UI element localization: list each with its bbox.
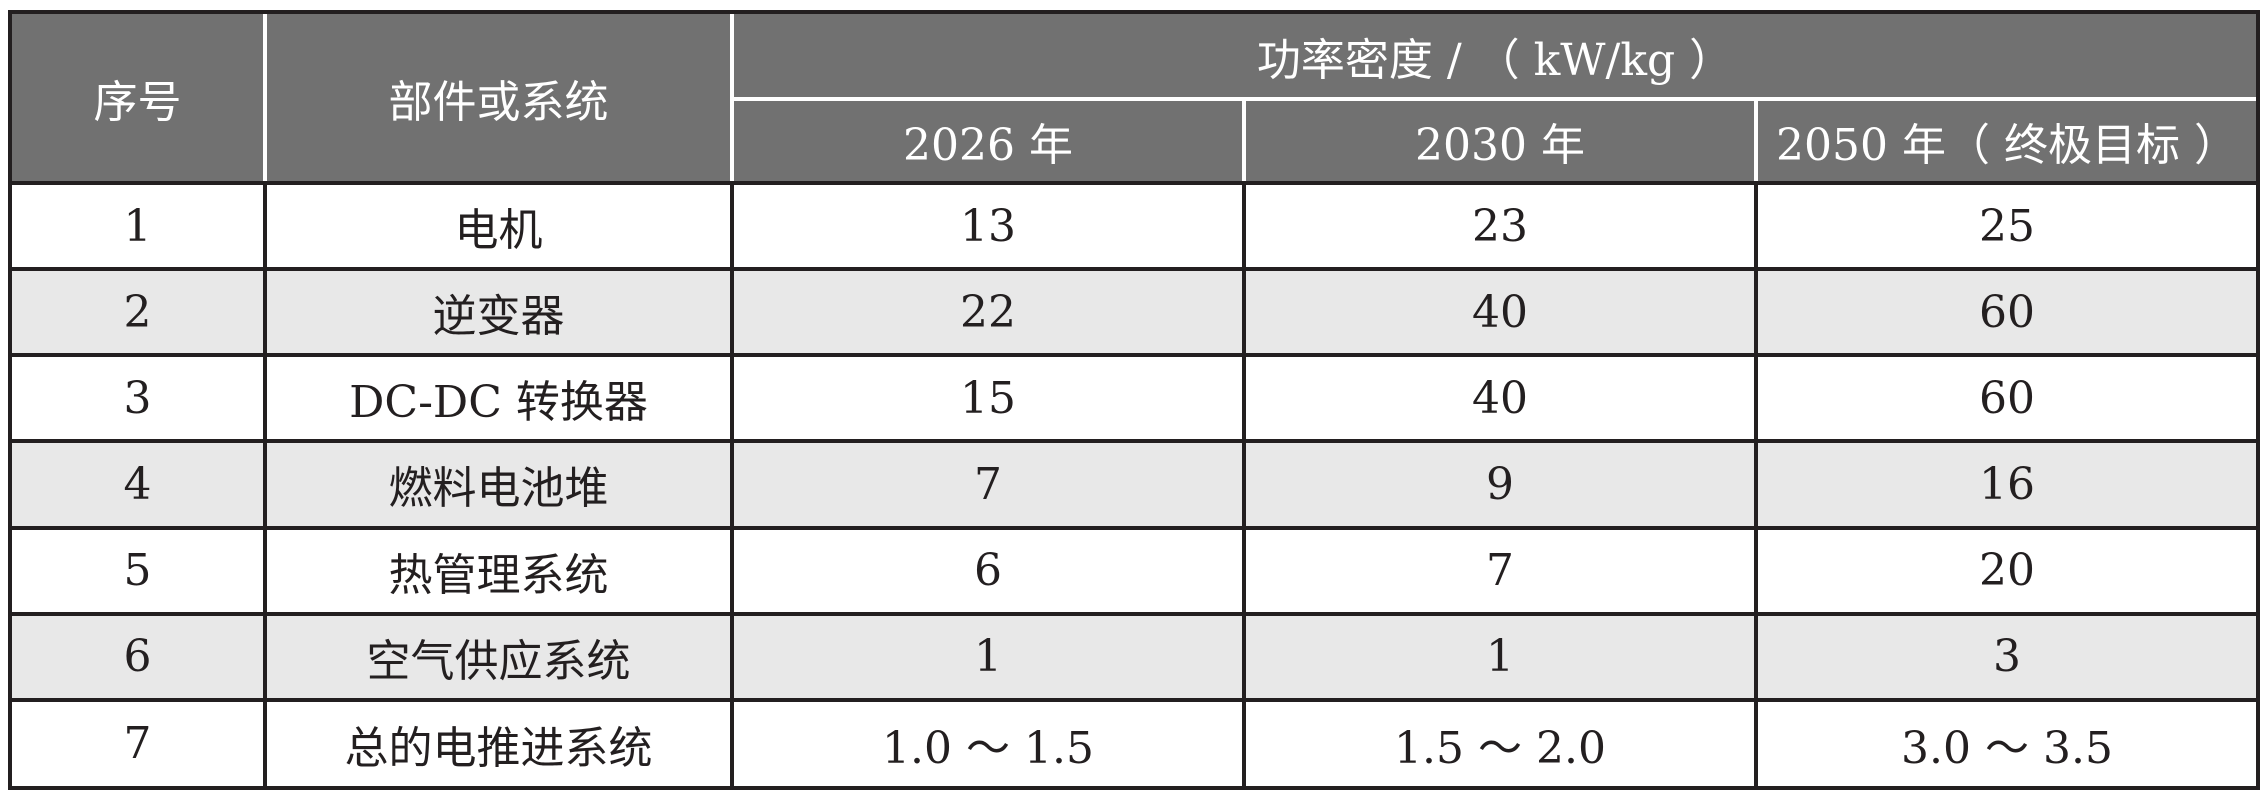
header-year-2050: 2050 年（ 终极目标 ） — [1754, 99, 2256, 185]
cell-2030: 9 — [1242, 439, 1758, 530]
cell-index: 5 — [12, 525, 267, 616]
cell-component: 逆变器 — [263, 267, 734, 358]
cell-2030: 40 — [1242, 353, 1758, 444]
table-row: 5 热管理系统 6 7 20 — [12, 525, 2256, 616]
header-component: 部件或系统 — [263, 14, 734, 185]
cell-2030: 40 — [1242, 267, 1758, 358]
cell-component: 电机 — [263, 180, 734, 272]
cell-component: 空气供应系统 — [263, 611, 734, 702]
header-row-years: 2026 年 2030 年 2050 年（ 终极目标 ） — [12, 99, 2256, 185]
header-power-density-group: 功率密度 / （ kW/kg ） — [730, 14, 2256, 101]
cell-2026: 13 — [730, 180, 1246, 272]
cell-2030: 1 — [1242, 611, 1758, 702]
table-row: 7 总的电推进系统 1.0 ～ 1.5 1.5 ～ 2.0 3.0 ～ 3.5 — [12, 697, 2256, 786]
header-year-2026: 2026 年 — [730, 99, 1246, 185]
cell-index: 1 — [12, 180, 267, 272]
table-body: 1 电机 13 23 25 2 逆变器 22 40 60 3 DC-DC 转换器… — [12, 180, 2256, 786]
cell-index: 2 — [12, 267, 267, 358]
cell-2050: 60 — [1754, 353, 2256, 444]
table-header: 序号 部件或系统 功率密度 / （ kW/kg ） 2026 年 2030 年 … — [12, 14, 2256, 185]
table-row: 1 电机 13 23 25 — [12, 180, 2256, 272]
table-row: 4 燃料电池堆 7 9 16 — [12, 439, 2256, 530]
header-year-2030: 2030 年 — [1242, 99, 1758, 185]
cell-2050: 3 — [1754, 611, 2256, 702]
table-row: 3 DC-DC 转换器 15 40 60 — [12, 353, 2256, 444]
table-row: 6 空气供应系统 1 1 3 — [12, 611, 2256, 702]
cell-2026: 6 — [730, 525, 1246, 616]
cell-2050: 3.0 ～ 3.5 — [1754, 697, 2256, 786]
header-index: 序号 — [12, 14, 267, 185]
cell-2026: 7 — [730, 439, 1246, 530]
data-table: 序号 部件或系统 功率密度 / （ kW/kg ） 2026 年 2030 年 … — [12, 14, 2256, 786]
cell-index: 7 — [12, 697, 267, 786]
header-row-top: 序号 部件或系统 功率密度 / （ kW/kg ） — [12, 14, 2256, 185]
cell-2030: 1.5 ～ 2.0 — [1242, 697, 1758, 786]
cell-2026: 22 — [730, 267, 1246, 358]
cell-2050: 60 — [1754, 267, 2256, 358]
cell-2050: 16 — [1754, 439, 2256, 530]
table-row: 2 逆变器 22 40 60 — [12, 267, 2256, 358]
cell-index: 3 — [12, 353, 267, 444]
cell-2026: 1 — [730, 611, 1246, 702]
cell-2026: 1.0 ～ 1.5 — [730, 697, 1246, 786]
cell-component: 热管理系统 — [263, 525, 734, 616]
cell-component: 总的电推进系统 — [263, 697, 734, 786]
cell-index: 4 — [12, 439, 267, 530]
cell-index: 6 — [12, 611, 267, 702]
power-density-table: 序号 部件或系统 功率密度 / （ kW/kg ） 2026 年 2030 年 … — [8, 10, 2260, 790]
cell-2050: 20 — [1754, 525, 2256, 616]
cell-component: DC-DC 转换器 — [263, 353, 734, 444]
cell-2026: 15 — [730, 353, 1246, 444]
cell-component: 燃料电池堆 — [263, 439, 734, 530]
cell-2030: 7 — [1242, 525, 1758, 616]
cell-2050: 25 — [1754, 180, 2256, 272]
cell-2030: 23 — [1242, 180, 1758, 272]
